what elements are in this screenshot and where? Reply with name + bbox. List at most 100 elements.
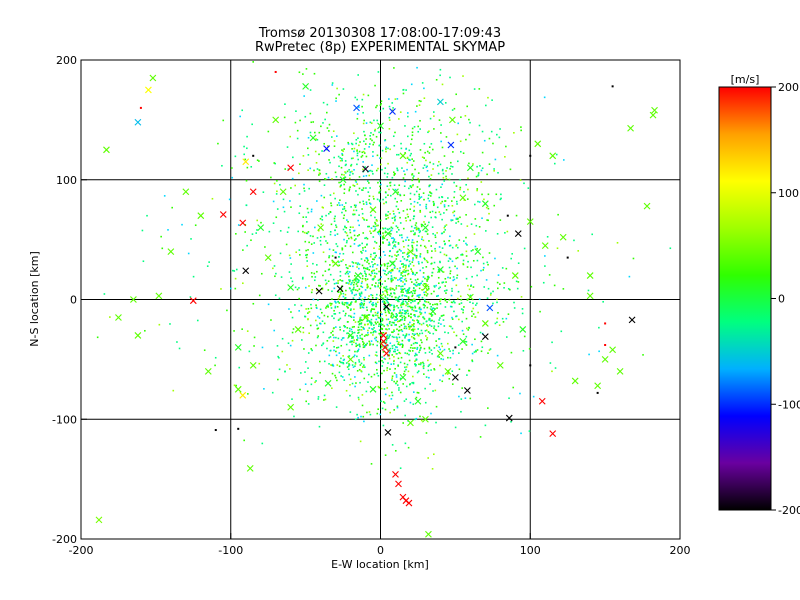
cloud-point: [351, 170, 353, 173]
cloud-point: [467, 177, 469, 180]
data-point-cross: [369, 206, 377, 214]
cloud-point: [491, 99, 493, 101]
cloud-point: [393, 409, 395, 411]
cloud-point: [510, 420, 512, 423]
cloud-point: [418, 307, 421, 310]
cloud-point: [357, 396, 360, 399]
cloud-point: [294, 304, 296, 306]
cloud-point: [396, 299, 398, 301]
cloud-point: [374, 321, 377, 324]
cloud-point: [323, 394, 326, 397]
cloud-point: [396, 349, 399, 351]
cloud-point: [214, 356, 217, 359]
cloud-point: [337, 319, 340, 322]
data-point-cross: [317, 224, 324, 232]
cloud-point: [344, 225, 346, 228]
cloud-point: [368, 273, 371, 276]
cloud-point: [428, 130, 430, 133]
cloud-point: [349, 411, 352, 413]
cloud-point: [347, 282, 349, 284]
cloud-point: [370, 274, 372, 277]
cloud-point: [413, 193, 416, 196]
cloud-point: [368, 320, 371, 323]
cloud-point: [366, 334, 369, 337]
cloud-point: [416, 255, 418, 257]
cloud-point: [417, 283, 420, 285]
cloud-point: [507, 287, 510, 290]
cloud-point: [555, 153, 558, 156]
cloud-point: [542, 281, 545, 284]
cloud-point: [423, 142, 426, 145]
cloud-point: [464, 397, 467, 399]
cloud-point: [418, 193, 420, 196]
cloud-point: [392, 309, 395, 312]
cloud-point: [411, 335, 413, 338]
cloud-point: [468, 118, 470, 121]
cloud-point: [368, 295, 370, 297]
cloud-point: [401, 316, 404, 319]
cloud-point: [450, 200, 453, 202]
cloud-point: [364, 250, 367, 252]
cloud-point: [363, 356, 365, 359]
cloud-point: [396, 153, 398, 156]
cloud-point: [553, 284, 556, 287]
cloud-point: [424, 329, 427, 332]
cloud-point: [379, 180, 381, 182]
cloud-point: [408, 265, 410, 268]
cloud-point: [419, 269, 422, 272]
cloud-point: [346, 305, 348, 308]
cloud-point: [232, 269, 234, 272]
cloud-point: [323, 314, 326, 317]
cloud-point: [438, 211, 441, 213]
cloud-point: [379, 316, 382, 319]
cloud-point: [384, 358, 387, 360]
cloud-point: [422, 239, 425, 242]
cloud-point: [357, 348, 360, 351]
cloud-point: [357, 416, 359, 419]
cloud-point: [431, 271, 434, 274]
cloud-point: [365, 334, 367, 336]
cloud-point: [396, 340, 399, 343]
cloud-point: [430, 313, 432, 315]
cloud-point: [415, 190, 418, 193]
data-point-cross: [601, 355, 609, 363]
cloud-point: [344, 302, 346, 304]
cloud-point: [317, 327, 320, 330]
cloud-point: [345, 271, 348, 274]
cloud-point: [444, 242, 446, 245]
cloud-point: [347, 267, 349, 270]
cloud-point: [392, 363, 395, 365]
cloud-point: [192, 275, 195, 278]
cloud-point: [222, 119, 225, 122]
cloud-point: [420, 329, 423, 332]
cloud-point: [463, 306, 465, 308]
cloud-point: [273, 162, 276, 164]
cloud-point: [423, 373, 425, 375]
cloud-point: [281, 337, 284, 340]
cloud-point: [394, 449, 397, 452]
cloud-point: [428, 312, 431, 315]
cloud-point: [402, 291, 404, 293]
cloud-point: [442, 358, 445, 361]
cloud-point: [329, 336, 332, 338]
cloud-point: [381, 359, 383, 362]
cloud-point: [374, 229, 376, 232]
cloud-point: [371, 328, 373, 330]
cloud-point: [489, 348, 492, 350]
cloud-point: [393, 174, 396, 176]
cloud-point: [364, 166, 366, 168]
cloud-point: [385, 218, 388, 220]
cloud-point: [235, 384, 238, 387]
cloud-point: [486, 219, 488, 221]
cloud-point: [377, 167, 379, 170]
cloud-point: [387, 302, 389, 304]
cloud-point: [400, 288, 402, 290]
cloud-point: [527, 187, 530, 189]
cloud-point: [384, 408, 387, 411]
cloud-point: [364, 134, 366, 137]
cloud-point: [339, 317, 342, 320]
cloud-point: [419, 300, 421, 302]
cloud-point: [455, 217, 458, 220]
cloud-point: [488, 252, 491, 254]
